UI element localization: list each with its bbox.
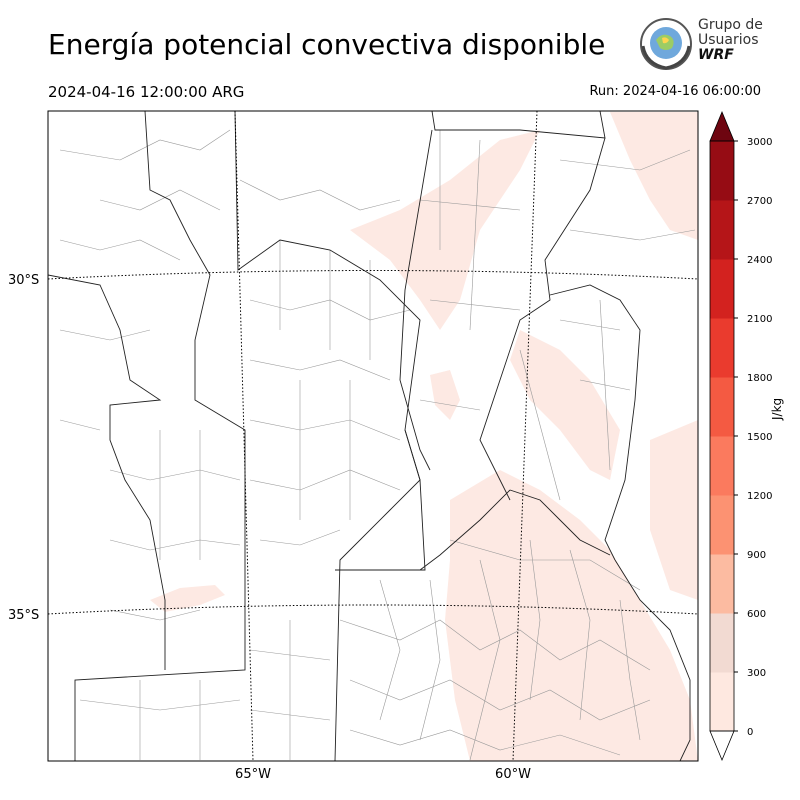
cape-area-east	[445, 470, 698, 761]
colorbar-extend-min	[709, 730, 735, 762]
valid-time: 2024-04-16 12:00:00 ARG	[48, 83, 245, 101]
colorbar-segment	[710, 495, 734, 555]
colorbar-tick-label: 1500	[747, 432, 772, 443]
cape-area-west-blob	[150, 585, 225, 612]
logo-line-3: WRF	[698, 47, 734, 63]
colorbar-segment	[710, 377, 734, 437]
colorbar-segment	[710, 200, 734, 260]
colorbar-tick-label: 300	[747, 668, 766, 679]
wrf-users-logo: Grupo de Usuarios WRF	[638, 16, 768, 74]
parallel-30s	[48, 270, 698, 280]
colorbar-segment	[710, 141, 734, 201]
cape-area-mesopotamia	[510, 330, 620, 480]
colorbar-tick-label: 2100	[747, 314, 772, 325]
logo-line-2: Usuarios	[698, 32, 759, 48]
logo-line-1: Grupo de	[698, 17, 763, 33]
province-lines	[48, 111, 691, 761]
colorbar-segment	[710, 613, 734, 673]
colorbar-extend-max	[709, 110, 735, 142]
colorbar-tick-label: 1200	[747, 491, 772, 502]
colorbar-segment	[710, 436, 734, 496]
colorbar-tick-label: 1800	[747, 373, 772, 384]
colorbar-tick-label: 900	[747, 550, 766, 561]
run-time: Run: 2024-04-16 06:00:00	[589, 84, 761, 99]
cape-area-northeast	[350, 130, 540, 330]
admin-boundaries	[48, 111, 698, 761]
cape-area-north-strip	[610, 112, 698, 240]
cape-area-far-east	[650, 420, 698, 600]
colorbar-tick-label: 2700	[747, 196, 772, 207]
colorbar-segment	[710, 672, 734, 732]
colorbar-segment	[710, 554, 734, 614]
map-frame	[47, 110, 699, 762]
graticule	[48, 111, 698, 761]
department-lines	[59, 129, 696, 761]
colorbar-unit-label: J/kg	[770, 397, 784, 420]
cape-area-west-blob-2	[430, 370, 460, 420]
lat-label-30s: 30°S	[8, 273, 39, 288]
parallel-35s	[48, 604, 698, 615]
lat-label-35s: 35°S	[8, 608, 39, 623]
colorbar-segment	[710, 318, 734, 378]
colorbar-tick-label: 2400	[747, 255, 772, 266]
lon-label-60w: 60°W	[495, 767, 531, 782]
colorbar-tick-label: 600	[747, 609, 766, 620]
lon-label-65w: 65°W	[235, 767, 271, 782]
colorbar-tick-label: 0	[747, 727, 753, 738]
map-title: Energía potencial convectiva disponible	[48, 28, 606, 61]
wrf-globe-icon	[640, 18, 692, 70]
colorbar-segment	[710, 259, 734, 319]
colorbar-tick-label: 3000	[747, 137, 772, 148]
cape-shading	[150, 112, 698, 761]
colorbar: 0 300 600 900 1200 1500 1800 2100 2400 2700 3000	[709, 110, 772, 762]
